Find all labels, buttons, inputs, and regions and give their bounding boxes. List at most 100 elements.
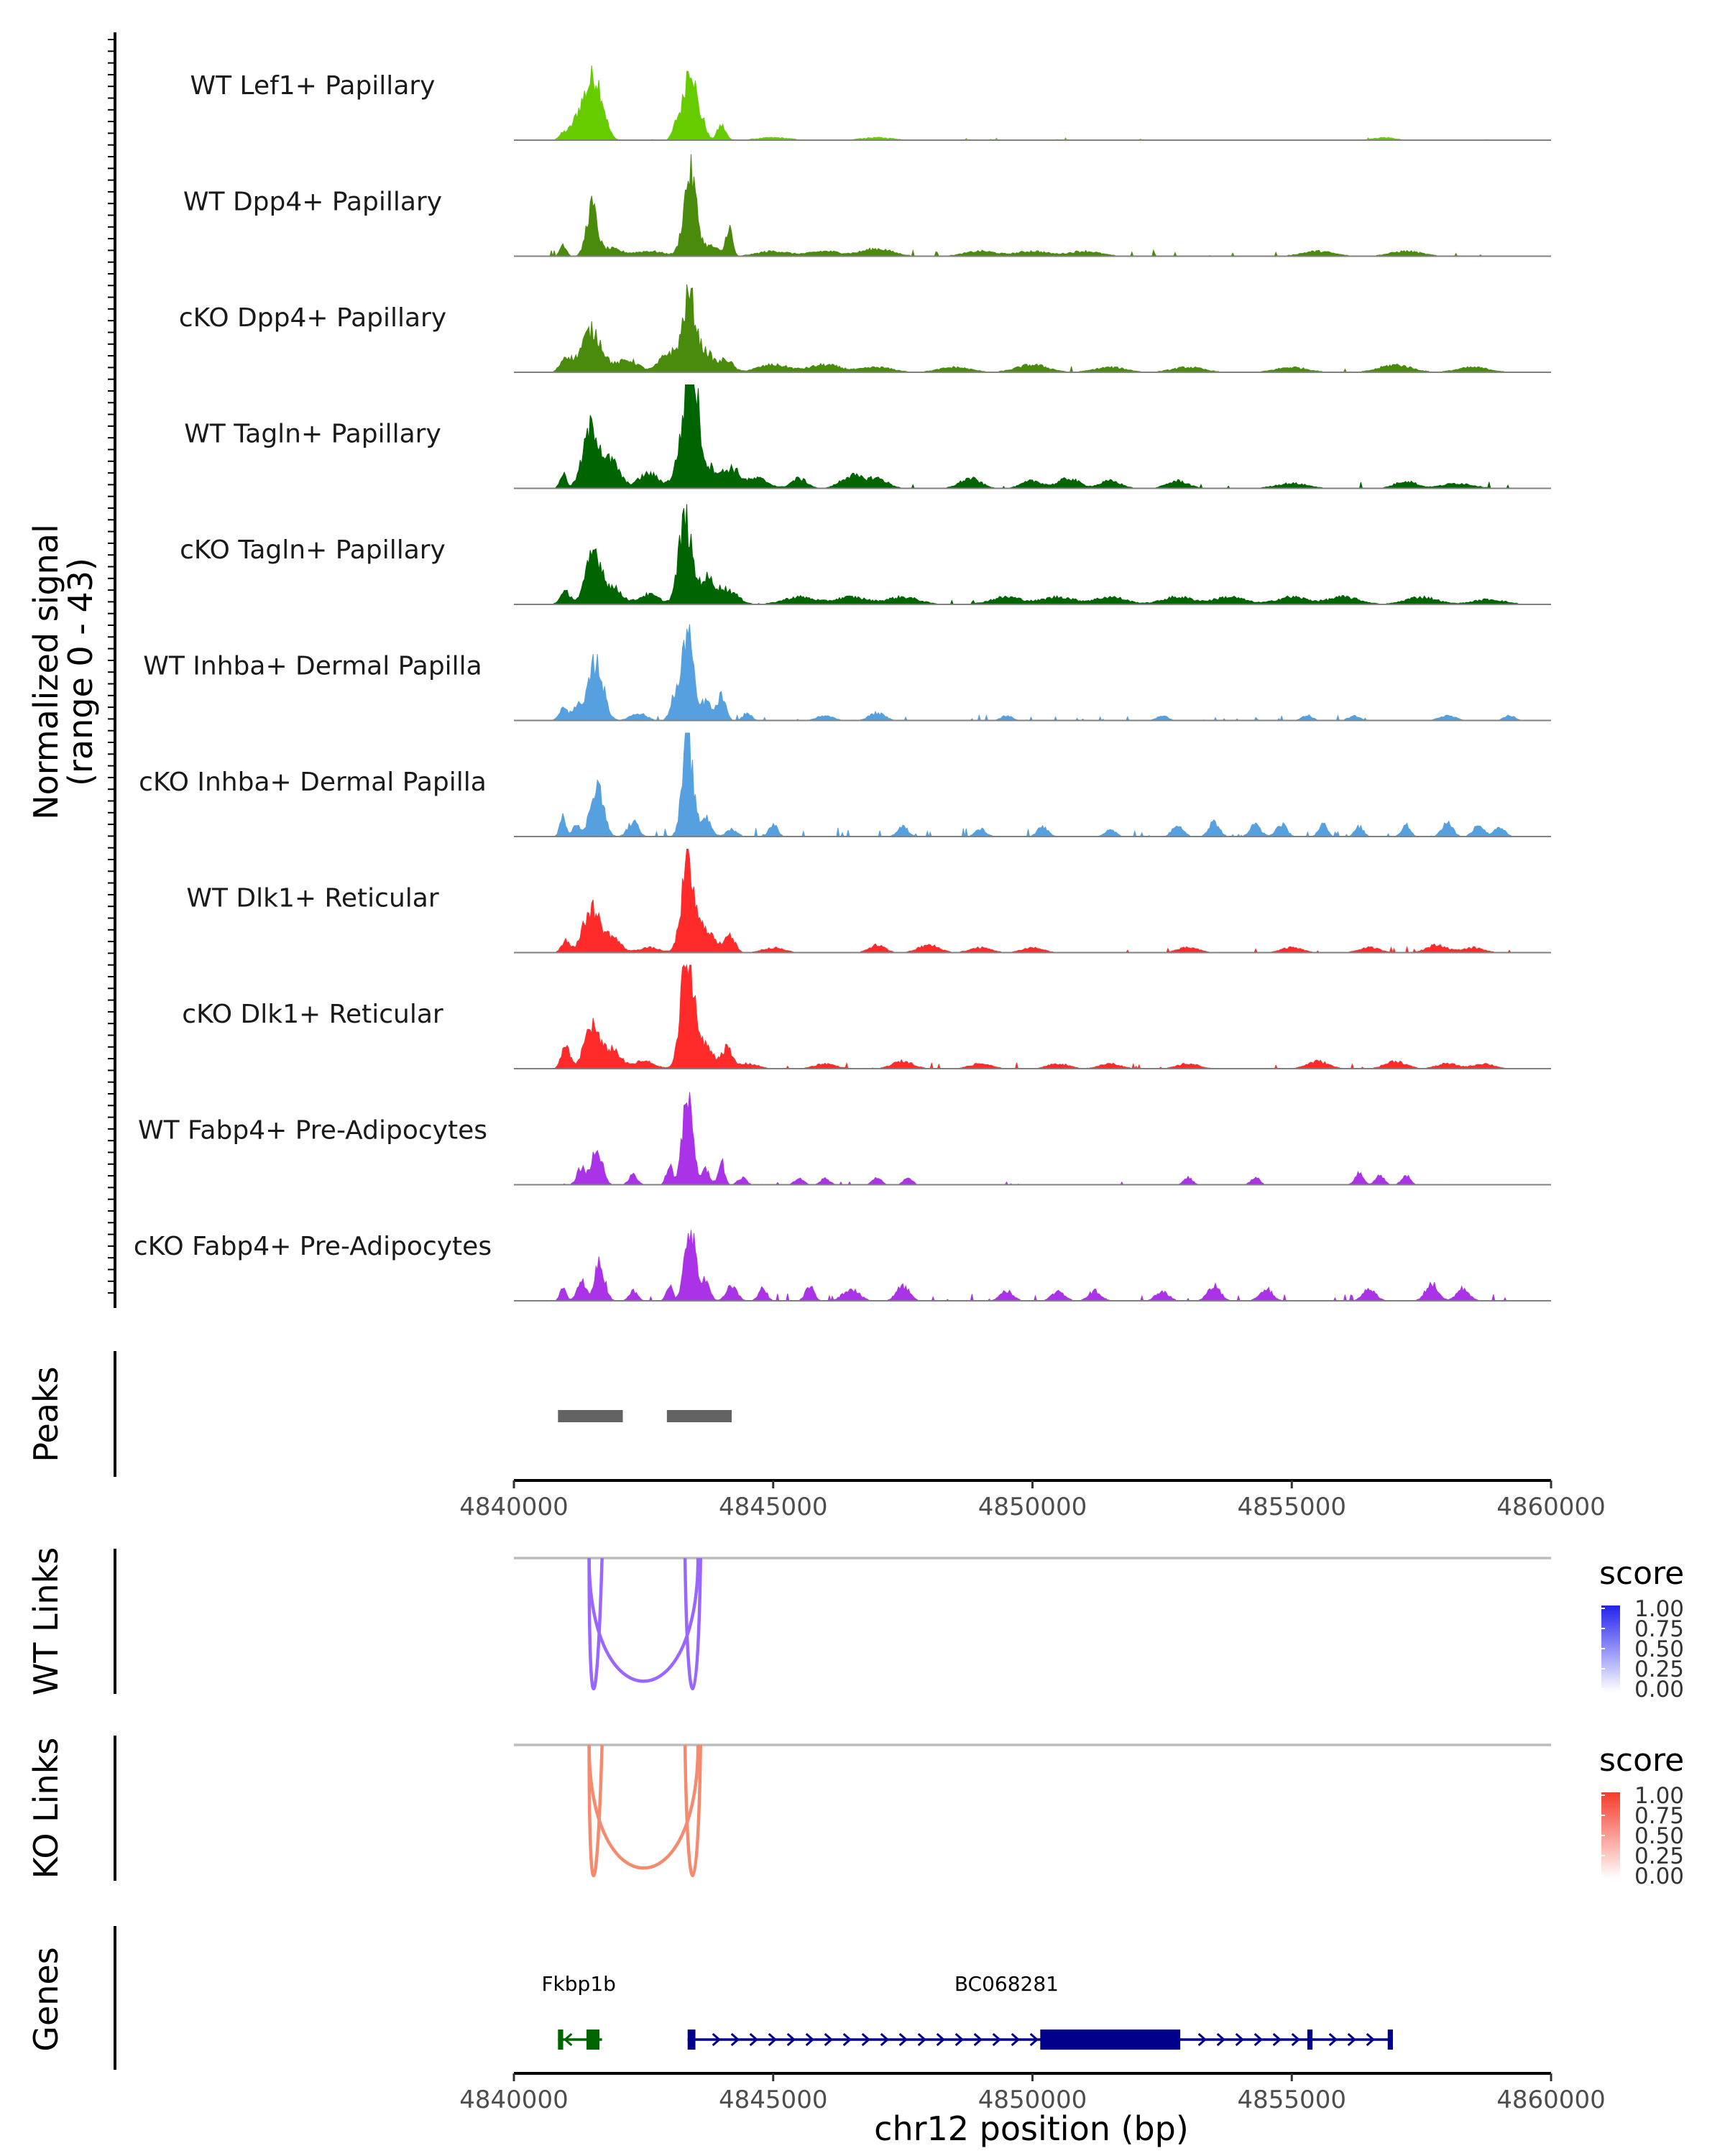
- gene-strand-arrow: [1366, 2032, 1375, 2047]
- coverage-track-wt-tagln-papillary: WT Tagln+ Papillary: [184, 384, 1551, 489]
- link-arc: [587, 1744, 604, 1877]
- gene-bc068281: BC068281: [687, 1972, 1393, 2050]
- coverage-signal-area: [514, 849, 1551, 954]
- genes-track-title: Genes: [27, 1947, 65, 2051]
- coverage-track-label: WT Dpp4+ Papillary: [183, 188, 442, 217]
- gene-strand-arrow: [1291, 2032, 1300, 2047]
- coverage-signal-area: [514, 65, 1551, 141]
- coverage-track-wt-dlk1-reticular: WT Dlk1+ Reticular: [186, 849, 1551, 954]
- gene-strand-arrow: [805, 2032, 814, 2047]
- coverage-signal-area: [514, 284, 1551, 373]
- gene-fkbp1b: Fkbp1b: [541, 1972, 616, 2050]
- gene-strand-arrow: [1347, 2032, 1356, 2047]
- coverage-signal-area: [514, 384, 1551, 489]
- legend-tick-label: 1.00: [1634, 1596, 1684, 1622]
- x-axis-tick-label: 4845000: [719, 2086, 827, 2114]
- coverage-y-axis-ticks: [108, 39, 115, 1294]
- genes-models: Fkbp1b BC068281: [541, 1972, 1393, 2050]
- gene-strand-arrow: [917, 2032, 926, 2047]
- coverage-panel: WT Lef1+ Papillary WT Dpp4+ Papillary cKO …: [134, 65, 1551, 1302]
- gene-strand-arrow: [880, 2032, 889, 2047]
- gene-strand-arrow: [1235, 2032, 1244, 2047]
- coverage-signal-area: [514, 964, 1551, 1070]
- link-arc: [683, 1744, 702, 1877]
- gene-strand-arrow: [973, 2032, 983, 2047]
- coverage-y-axis-title: Normalized signal: [27, 524, 65, 820]
- coverage-track-cko-inhba-dermal-papilla: cKO Inhba+ Dermal Papilla: [139, 732, 1551, 838]
- gene-strand-arrow: [992, 2032, 1001, 2047]
- gene-strand-arrow: [1011, 2032, 1020, 2047]
- coverage-track-wt-dpp4-papillary: WT Dpp4+ Papillary: [183, 154, 1551, 257]
- gene-strand-arrow: [954, 2032, 964, 2047]
- coverage-signal-area: [514, 1092, 1551, 1185]
- gene-strand-arrow: [1328, 2032, 1338, 2047]
- peaks-regions: [558, 1410, 732, 1422]
- peak-region: [666, 1410, 732, 1422]
- gene-strand-arrow: [749, 2032, 758, 2047]
- gene-strand-arrow: [786, 2032, 796, 2047]
- legend-tick-label: 0.25: [1634, 1843, 1684, 1869]
- gene-strand-arrow: [712, 2032, 721, 2047]
- gene-strand-arrow: [861, 2032, 870, 2047]
- link-arc: [587, 1744, 700, 1870]
- ko-links-legend-title: score: [1599, 1742, 1684, 1779]
- coverage-track-label: cKO Fabp4+ Pre-Adipocytes: [134, 1232, 492, 1261]
- x-axis-tick-label: 4855000: [1238, 2086, 1346, 2114]
- wt-links-legend: score 1.000.750.500.250.00: [1599, 1555, 1684, 1703]
- gene-exon: [1040, 2030, 1181, 2050]
- gene-exon: [558, 2030, 564, 2050]
- link-arc: [683, 1557, 702, 1690]
- x-axis-tick-label: 4850000: [978, 2086, 1087, 2114]
- coverage-track-wt-lef1-papillary: WT Lef1+ Papillary: [190, 65, 1551, 141]
- ko-links-arcs: [514, 1743, 1551, 1877]
- ko-links-title: KO Links: [27, 1738, 65, 1879]
- ko-links-legend: score 1.000.750.500.250.00: [1599, 1742, 1684, 1889]
- gene-strand-arrow: [1272, 2032, 1282, 2047]
- legend-tick-label: 0.50: [1634, 1636, 1684, 1662]
- gene-strand-arrow: [1029, 2032, 1039, 2047]
- gene-exon: [586, 2030, 600, 2050]
- x-axis-tick-label: 4860000: [1496, 2086, 1605, 2114]
- wt-links-legend-title: score: [1599, 1555, 1684, 1592]
- coverage-track-label: cKO Tagln+ Papillary: [180, 535, 446, 565]
- coverage-track-label: cKO Dlk1+ Reticular: [182, 1000, 443, 1029]
- coverage-track-wt-fabp4-pre-adipocytes: WT Fabp4+ Pre-Adipocytes: [138, 1092, 1551, 1186]
- x-axis-tick-label: 4850000: [978, 1493, 1087, 1521]
- wt-links-title: WT Links: [27, 1547, 65, 1695]
- gene-strand-arrow: [1216, 2032, 1225, 2047]
- coverage-track-label: WT Inhba+ Dermal Papilla: [143, 652, 482, 681]
- link-arc: [587, 1557, 604, 1690]
- x-axis-tick-label: 4845000: [719, 1493, 827, 1521]
- gene-exon: [1307, 2030, 1313, 2050]
- peak-region: [558, 1410, 623, 1422]
- coverage-signal-area: [514, 624, 1551, 722]
- x-axis-tick-label: 4840000: [459, 2086, 568, 2114]
- coverage-y-axis-range: (range 0 - 43): [61, 558, 100, 786]
- legend-tick-label: 0.75: [1634, 1616, 1684, 1642]
- x-axis-top: 4840000 4845000 4850000 4855000 4860000: [459, 1479, 1606, 1521]
- gene-strand-arrow: [824, 2032, 833, 2047]
- gene-strand-arrow: [564, 2032, 573, 2047]
- x-axis-tick-label: 4860000: [1496, 1493, 1605, 1521]
- link-arc: [587, 1557, 700, 1683]
- legend-tick-label: 0.50: [1634, 1823, 1684, 1849]
- x-axis-tick-label: 4840000: [459, 1493, 568, 1521]
- coverage-signal-area: [514, 732, 1551, 838]
- gene-label: Fkbp1b: [541, 1972, 615, 1996]
- gene-strand-arrow: [936, 2032, 945, 2047]
- gene-strand-arrow: [1197, 2032, 1207, 2047]
- gene-strand-arrow: [898, 2032, 908, 2047]
- coverage-track-label: cKO Inhba+ Dermal Papilla: [139, 768, 487, 797]
- gene-strand-arrow: [842, 2032, 852, 2047]
- legend-tick-label: 0.25: [1634, 1657, 1684, 1682]
- peaks-track-title: Peaks: [27, 1366, 65, 1462]
- legend-tick-label: 0.00: [1634, 1864, 1684, 1889]
- coverage-track-wt-inhba-dermal-papilla: WT Inhba+ Dermal Papilla: [143, 624, 1551, 722]
- coverage-track-label: WT Lef1+ Papillary: [190, 71, 436, 101]
- gene-strand-arrow: [730, 2032, 740, 2047]
- gene-strand-arrow: [1254, 2032, 1263, 2047]
- legend-tick-label: 0.00: [1634, 1677, 1684, 1703]
- x-axis-tick-label: 4855000: [1238, 1493, 1346, 1521]
- coverage-track-label: WT Fabp4+ Pre-Adipocytes: [138, 1116, 487, 1146]
